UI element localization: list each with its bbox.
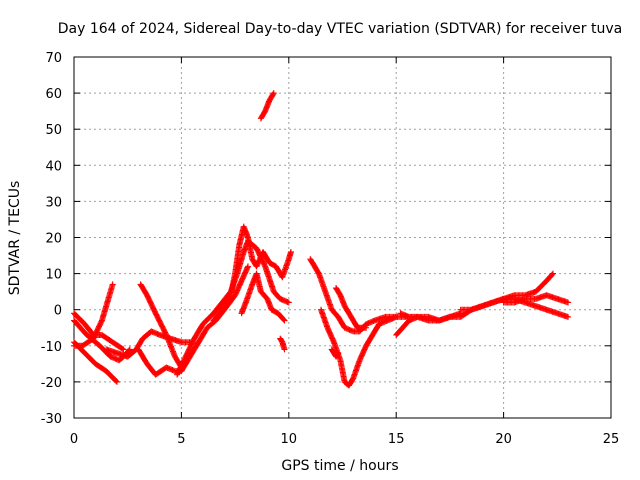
y-tick-label: -20 <box>41 376 62 391</box>
data-points <box>71 90 572 389</box>
point-trace <box>307 256 410 335</box>
point-trace <box>137 281 185 371</box>
data-point <box>565 313 572 320</box>
data-point <box>120 346 127 353</box>
point-trace <box>71 339 120 385</box>
y-tick-label: 10 <box>45 268 62 283</box>
x-tick-label: 25 <box>603 432 620 447</box>
data-point <box>285 299 292 306</box>
x-tick-label: 15 <box>388 432 405 447</box>
chart-title: Day 164 of 2024, Sidereal Day-to-day VTE… <box>58 21 622 37</box>
data-point <box>109 281 116 288</box>
y-tick-labels: -30 -20 -10 0 10 20 30 40 50 60 70 <box>41 51 62 427</box>
point-trace <box>71 310 127 353</box>
data-point <box>550 270 557 277</box>
data-point <box>244 263 251 270</box>
data-point <box>113 378 120 385</box>
data-point <box>393 313 400 320</box>
y-tick-label: 0 <box>54 304 62 319</box>
point-trace <box>277 335 288 353</box>
y-tick-label: 60 <box>45 87 62 102</box>
data-point <box>270 91 277 98</box>
point-trace <box>238 270 288 324</box>
y-tick-label: 40 <box>45 159 62 174</box>
x-tick-label: 20 <box>495 432 512 447</box>
point-trace <box>210 223 294 324</box>
data-point <box>125 347 132 354</box>
y-tick-label: 30 <box>45 195 62 210</box>
data-point <box>126 346 133 353</box>
y-tick-label: -10 <box>41 340 62 355</box>
data-point <box>363 324 370 331</box>
data-point <box>287 248 294 255</box>
y-axis-label: SDTVAR / TECUs <box>7 181 23 296</box>
x-tick-labels: 0 5 10 15 20 25 <box>70 432 619 447</box>
point-trace <box>500 292 572 306</box>
y-tick-label: 20 <box>45 232 62 247</box>
x-tick-label: 10 <box>281 432 298 447</box>
data-point <box>280 316 287 323</box>
data-point <box>565 299 572 306</box>
point-trace <box>328 346 342 360</box>
y-tick-label: -30 <box>41 412 62 427</box>
point-trace <box>333 285 370 331</box>
x-axis-label: GPS time / hours <box>281 458 398 474</box>
data-point <box>112 377 119 384</box>
y-tick-label: 70 <box>45 51 62 66</box>
x-tick-label: 0 <box>70 432 78 447</box>
grid <box>74 57 611 418</box>
data-point <box>549 271 556 278</box>
tick-marks <box>73 56 612 419</box>
data-point <box>119 345 126 352</box>
data-point <box>281 346 288 353</box>
x-tick-label: 5 <box>177 432 185 447</box>
point-trace <box>257 90 277 122</box>
y-tick-label: 50 <box>45 123 62 138</box>
data-point <box>281 317 288 324</box>
point-trace <box>71 317 133 364</box>
data-point <box>335 350 342 357</box>
point-trace <box>71 281 116 349</box>
data-point <box>270 90 277 97</box>
